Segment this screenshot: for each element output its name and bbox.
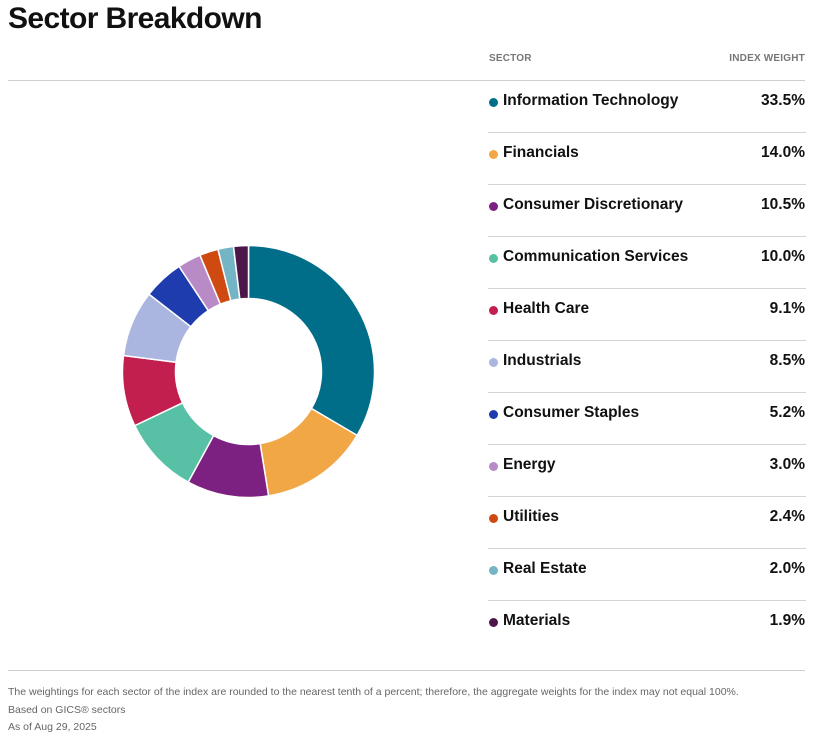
legend-value-real-estate: 2.0% [769, 560, 805, 577]
legend-row-materials: Materials 1.9% [488, 601, 806, 652]
legend-value-industrials: 8.5% [769, 352, 805, 369]
legend-row-real-estate: Real Estate 2.0% [488, 549, 806, 601]
legend-swatch-communication-services [489, 254, 498, 263]
legend-value-financials: 14.0% [761, 144, 805, 161]
header-divider [8, 80, 805, 81]
legend-swatch-financials [489, 150, 498, 159]
legend-value-utilities: 2.4% [769, 508, 805, 525]
legend-swatch-industrials [489, 358, 498, 367]
legend-row-consumer-discretionary: Consumer Discretionary 10.5% [488, 185, 806, 237]
legend-label-health-care: Health Care [503, 300, 590, 317]
as-of-date: As of Aug 29, 2025 [8, 721, 97, 733]
donut-slice-information-technology [247, 244, 376, 437]
page-title: Sector Breakdown [8, 2, 262, 35]
legend-row-utilities: Utilities 2.4% [488, 497, 806, 549]
legend-label-utilities: Utilities [503, 508, 559, 525]
legend-swatch-materials [489, 618, 498, 627]
legend-label-information-technology: Information Technology [503, 92, 679, 109]
legend-row-financials: Financials 14.0% [488, 133, 806, 185]
legend-swatch-utilities [489, 514, 498, 523]
donut-slice-materials [232, 244, 250, 300]
legend-value-information-technology: 33.5% [761, 92, 805, 109]
gics-footnote: Based on GICS® sectors [8, 704, 126, 716]
sector-donut-chart [121, 244, 376, 499]
legend-row-consumer-staples: Consumer Staples 5.2% [488, 393, 806, 445]
legend-label-materials: Materials [503, 612, 571, 629]
legend-row-health-care: Health Care 9.1% [488, 289, 806, 341]
legend-label-financials: Financials [503, 144, 579, 161]
legend-swatch-consumer-discretionary [489, 202, 498, 211]
sector-column-header: SECTOR [489, 53, 532, 64]
legend-swatch-health-care [489, 306, 498, 315]
legend-swatch-information-technology [489, 98, 498, 107]
legend-value-consumer-discretionary: 10.5% [761, 196, 805, 213]
legend-swatch-consumer-staples [489, 410, 498, 419]
legend-value-materials: 1.9% [769, 612, 805, 629]
legend-swatch-energy [489, 462, 498, 471]
legend-value-consumer-staples: 5.2% [769, 404, 805, 421]
legend-row-information-technology: Information Technology 33.5% [488, 81, 806, 133]
index-weight-column-header: INDEX WEIGHT [729, 53, 805, 64]
footer-divider [8, 670, 805, 671]
legend-label-consumer-staples: Consumer Staples [503, 404, 640, 421]
legend-value-energy: 3.0% [769, 456, 805, 473]
legend-value-health-care: 9.1% [769, 300, 805, 317]
rounding-footnote: The weightings for each sector of the in… [8, 686, 739, 698]
legend-row-communication-services: Communication Services 10.0% [488, 237, 806, 289]
sector-legend-table: Information Technology 33.5% Financials 14.… [488, 81, 806, 652]
legend-swatch-real-estate [489, 566, 498, 575]
legend-label-consumer-discretionary: Consumer Discretionary [503, 196, 684, 213]
legend-label-energy: Energy [503, 456, 556, 473]
legend-label-industrials: Industrials [503, 352, 582, 369]
legend-label-real-estate: Real Estate [503, 560, 587, 577]
legend-row-industrials: Industrials 8.5% [488, 341, 806, 393]
legend-label-communication-services: Communication Services [503, 248, 689, 265]
legend-row-energy: Energy 3.0% [488, 445, 806, 497]
legend-value-communication-services: 10.0% [761, 248, 805, 265]
